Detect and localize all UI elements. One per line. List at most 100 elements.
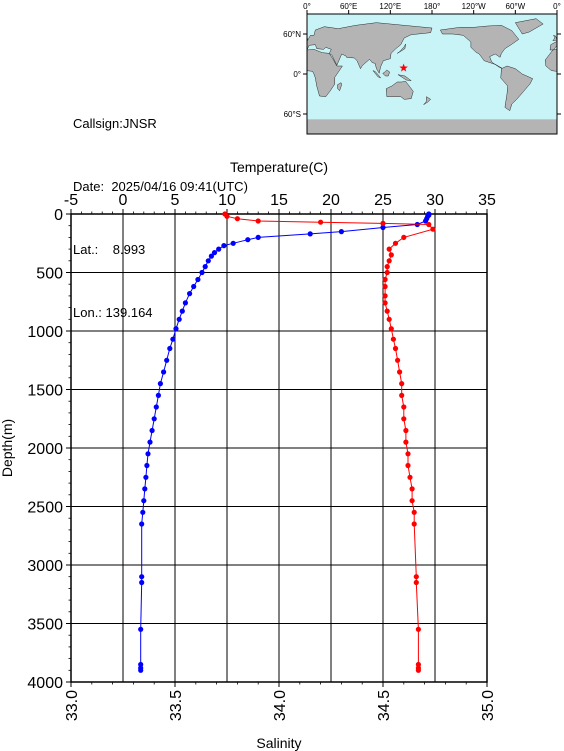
temperature-point — [139, 521, 145, 527]
salinity-point — [415, 667, 421, 673]
temperature-point — [167, 345, 173, 352]
salinity-line — [224, 213, 434, 671]
salinity-point — [401, 416, 407, 422]
temperature-tick-label: 10 — [218, 192, 236, 209]
salinity-tick-label: 34.5 — [376, 690, 393, 721]
greenland-land — [515, 18, 544, 35]
depth-tick-label: 500 — [36, 266, 63, 283]
depth-tick-label: 1000 — [27, 324, 63, 341]
salinity-point — [380, 220, 386, 226]
depth-axis-label: Depth(m) — [0, 419, 15, 477]
lat-row: Lat.: 8.993 — [73, 239, 248, 260]
date-label: Date: — [73, 179, 105, 194]
uk-land-west — [552, 34, 558, 41]
map-lon-tick-label: 0° — [303, 2, 311, 11]
salinity-point — [430, 226, 436, 232]
temperature-tick-label: 25 — [374, 192, 392, 209]
temperature-point — [153, 404, 159, 410]
salinity-point — [399, 392, 405, 398]
salinity-point — [409, 486, 415, 492]
temperature-point — [199, 269, 205, 276]
temperature-point — [139, 574, 145, 580]
temperature-point — [147, 439, 153, 445]
salinity-tick-label: 33.5 — [168, 690, 185, 721]
salinity-point — [224, 213, 230, 219]
callsign-label: Callsign: — [73, 116, 123, 131]
salinity-point — [382, 283, 388, 290]
map-lat-tick-label: 60°N — [283, 30, 301, 39]
salinity-point — [386, 246, 392, 252]
salinity-point — [405, 462, 411, 469]
salinity-point — [384, 308, 390, 314]
temperature-tick-label: 35 — [478, 192, 496, 209]
depth-tick-label: 4000 — [27, 675, 63, 692]
salinity-point — [411, 521, 417, 527]
salinity-point — [399, 381, 405, 387]
depth-tick-label: 3000 — [27, 558, 63, 575]
salinity-point — [405, 451, 411, 457]
temperature-point — [221, 243, 227, 249]
salinity-tick-label: 35.0 — [480, 690, 497, 721]
japan-land — [397, 43, 406, 54]
australia-land — [385, 81, 414, 100]
antarctica-land — [307, 119, 557, 134]
salinity-point — [426, 221, 432, 228]
salinity-point — [403, 427, 409, 434]
temperature-point — [255, 234, 261, 240]
temperature-tick-label: 30 — [426, 192, 444, 209]
map-lat-tick-label: 60°S — [284, 110, 301, 119]
temperature-tick-label: 5 — [171, 192, 180, 209]
temperature-point — [141, 498, 147, 504]
salinity-point — [384, 264, 390, 270]
salinity-tick-label: 34.0 — [272, 690, 289, 721]
depth-tick-label: 2500 — [27, 500, 63, 517]
map-lon-tick-label: 0° — [553, 2, 561, 11]
world-map: 0° 60°E 120°E 180° 120°W 60°W 0° 60°N 0° 60°S — [283, 2, 561, 135]
lat-value: 8.993 — [112, 242, 146, 257]
map-lon-tick-label: 60°E — [340, 2, 357, 11]
temperature-point — [161, 369, 167, 375]
temperature-point — [195, 276, 201, 283]
madagascar-land — [337, 82, 342, 92]
salinity-point — [384, 269, 390, 276]
temperature-point — [142, 486, 148, 492]
lon-label: Lon.: — [73, 305, 102, 320]
temperature-point — [208, 253, 214, 259]
temperature-point — [143, 474, 149, 480]
temperature-point — [145, 451, 151, 457]
temperature-point — [230, 240, 236, 246]
temperature-point — [138, 626, 144, 632]
new-zealand-land — [423, 96, 431, 105]
temperature-point — [423, 218, 429, 224]
lon-value: 139.164 — [105, 305, 153, 320]
borneo-land — [382, 69, 390, 77]
salinity-point — [407, 474, 413, 480]
temperature-point — [245, 237, 251, 243]
salinity-point — [382, 300, 388, 306]
temperature-point — [157, 381, 163, 387]
salinity-point — [388, 326, 394, 332]
eurasia-land — [306, 22, 433, 74]
salinity-point — [415, 626, 421, 632]
salinity-point — [401, 234, 407, 240]
temperature-point — [173, 326, 179, 332]
temperature-tick-label: 0 — [119, 192, 128, 209]
temperature-point — [164, 357, 170, 363]
sumatra-land — [372, 70, 382, 79]
new-guinea-land — [397, 74, 412, 81]
salinity-point — [390, 336, 396, 342]
salinity-point — [403, 439, 409, 445]
temperature-point — [149, 427, 155, 434]
north-america-land — [440, 25, 520, 69]
station-info: Callsign:JNSR Date: 2025/04/16 09:41(UTC… — [73, 71, 248, 344]
salinity-point — [386, 258, 392, 264]
callsign-value: JNSR — [122, 116, 157, 131]
map-lon-tick-label: 60°W — [506, 2, 526, 11]
station-marker-icon — [399, 63, 408, 72]
depth-tick-label: 2000 — [27, 441, 63, 458]
depth-tick-label: 0 — [54, 207, 63, 224]
temperature-point — [139, 579, 145, 586]
depth-tick-label: 3500 — [27, 617, 63, 634]
